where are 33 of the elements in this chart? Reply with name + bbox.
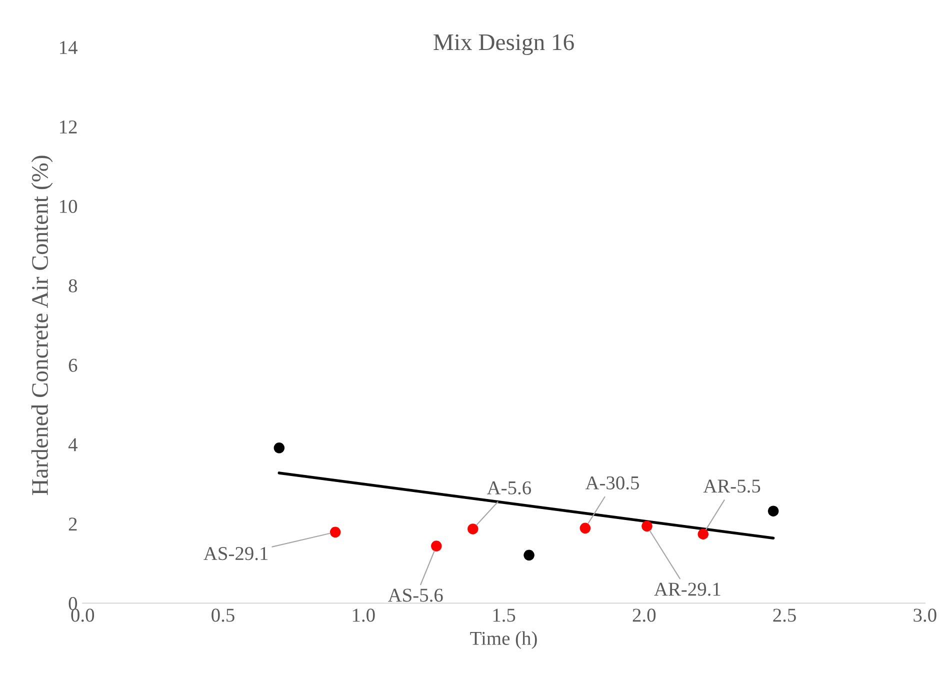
point: [524, 550, 534, 561]
annotation: AR-5.5: [703, 480, 760, 493]
annotation: A-30.5: [585, 476, 639, 490]
y-tick-label: 6: [68, 358, 78, 372]
x-tick-label: 1.5: [493, 608, 516, 622]
point: [330, 526, 341, 538]
x-tick-label: 0.5: [212, 608, 234, 622]
x-tick-label: 2.5: [773, 608, 796, 622]
point: [642, 520, 652, 532]
annotation: A-5.6: [486, 481, 532, 495]
annotation: AS-5.6: [388, 588, 443, 602]
annotation: AS-29.1: [204, 547, 268, 560]
point: [768, 506, 779, 516]
y-axis-title: Hardened Concrete Air Content (%): [31, 156, 53, 495]
point: [274, 442, 285, 454]
x-tick-label: 2.0: [632, 608, 656, 622]
y-tick-label: 12: [60, 120, 77, 134]
y-tick-label: 14: [60, 41, 78, 54]
chart-title: Mix Design 16: [434, 34, 574, 56]
x-tick-label: 3.0: [914, 608, 936, 622]
x-axis-title: Time (h): [470, 631, 537, 649]
y-tick-label: 4: [68, 438, 78, 452]
point: [468, 524, 478, 534]
x-tick-label: 1.0: [352, 608, 375, 622]
point: [580, 522, 591, 534]
x-tick-label: 0.0: [71, 608, 94, 622]
y-tick-label: 10: [60, 200, 78, 213]
y-tick-label: 0: [68, 597, 78, 610]
y-tick-label: 8: [68, 279, 78, 292]
y-tick-label: 2: [68, 518, 77, 531]
point: [698, 528, 708, 540]
point: [431, 540, 442, 552]
annotation: AR-29.1: [654, 582, 720, 596]
